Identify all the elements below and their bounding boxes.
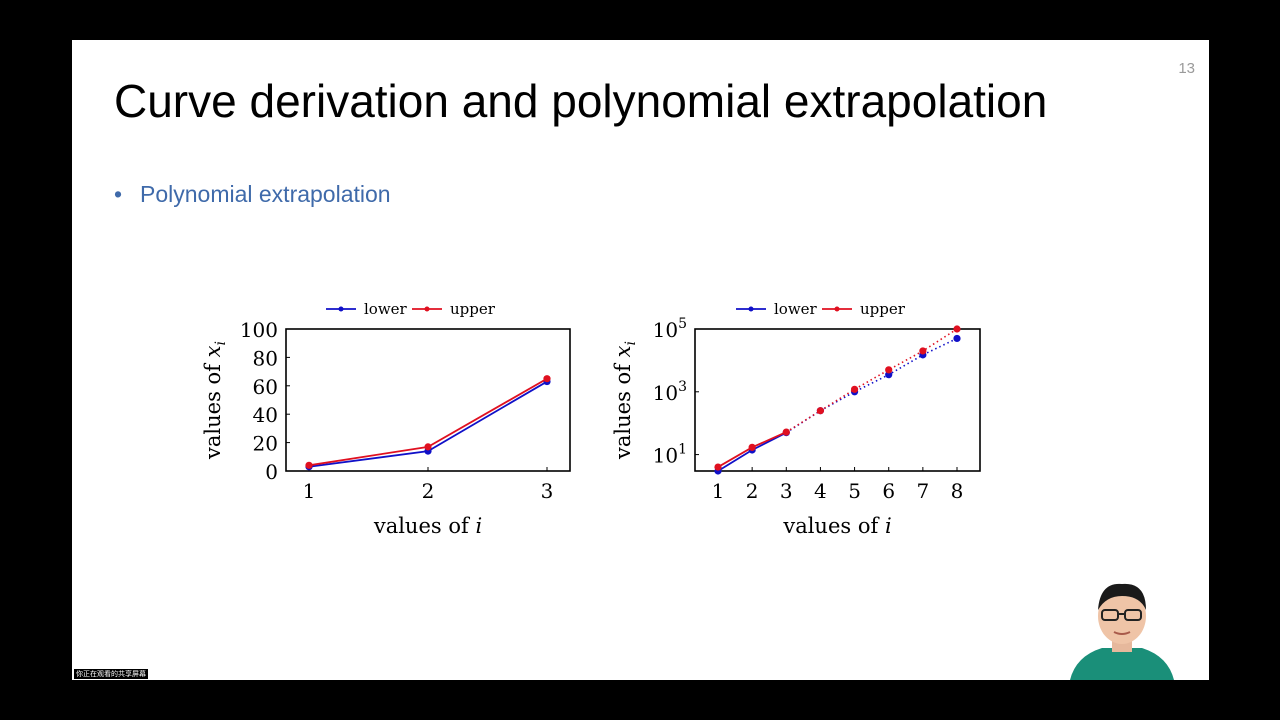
legend-label-lower: lower (364, 300, 408, 318)
bullet-text: Polynomial extrapolation (140, 181, 391, 207)
log-chart: 1 2 3 4 5 6 7 8 101 103 105 values of i values of xi… (611, 300, 981, 538)
data-point-upper (543, 375, 551, 383)
legend-label-upper: upper (860, 300, 906, 318)
series-extrapolation-upper (785, 328, 958, 433)
data-point-upper (885, 366, 893, 374)
y-tick-label: 0 (265, 460, 278, 484)
data-point-upper (714, 463, 722, 471)
y-tick-label: 100 (240, 318, 278, 342)
bullet-dot: • (114, 181, 123, 207)
presenter-icon (1070, 583, 1174, 680)
x-tick-label: 7 (916, 479, 929, 503)
screen-share-label: 你正在观看的共享屏幕 (74, 669, 148, 679)
y-tick-label: 60 (253, 375, 278, 399)
y-axis-label: values of xi (201, 341, 229, 460)
y-tick-label: 40 (253, 403, 278, 427)
x-tick-label: 6 (882, 479, 895, 503)
x-tick-label: 2 (746, 479, 759, 503)
data-point-upper (953, 325, 961, 333)
webcam-video (1062, 576, 1182, 680)
y-tick-label: 80 (253, 346, 278, 370)
x-tick-label: 3 (780, 479, 793, 503)
x-axis-label: values of i (373, 514, 482, 538)
legend-label-lower: lower (774, 300, 818, 318)
x-tick-label: 5 (848, 479, 861, 503)
data-point-upper (748, 443, 756, 451)
legend-marker-upper (424, 306, 430, 312)
slide-title: Curve derivation and polynomial extrapol… (114, 75, 1048, 127)
data-point-lower (953, 334, 961, 343)
data-point-upper (782, 428, 790, 436)
y-tick-label: 105 (653, 316, 687, 342)
x-tick-label: 1 (712, 479, 725, 503)
x-tick-label: 2 (422, 479, 435, 503)
slide: Curve derivation and polynomial extrapol… (72, 40, 1209, 680)
y-axis-label: values of xi (611, 341, 639, 460)
legend-marker-lower (748, 306, 754, 312)
legend-label-upper: upper (450, 300, 496, 318)
x-tick-label: 8 (951, 479, 964, 503)
data-point-upper (305, 461, 313, 469)
data-point-upper (816, 407, 825, 415)
x-tick-label: 4 (814, 479, 827, 503)
x-tick-label: 3 (541, 479, 554, 503)
y-tick-label: 101 (653, 442, 687, 468)
bullet-item: • Polynomial extrapolation (114, 181, 391, 208)
linear-chart: 1 2 3 0 20 40 60 80 100 values of i values of xi lo… (201, 300, 571, 538)
x-axis-label: values of i (782, 514, 891, 538)
data-point-upper (850, 385, 859, 393)
data-point-upper (919, 347, 927, 355)
series-extrapolation-lower (785, 337, 958, 434)
x-tick-label: 1 (303, 479, 316, 503)
page-number: 13 (1178, 60, 1195, 77)
y-tick-label: 20 (253, 432, 278, 456)
y-tick-label: 103 (653, 379, 687, 405)
legend-marker-lower (338, 306, 344, 312)
plot-frame (694, 328, 981, 472)
data-point-upper (424, 443, 432, 451)
legend-marker-upper (834, 306, 840, 312)
